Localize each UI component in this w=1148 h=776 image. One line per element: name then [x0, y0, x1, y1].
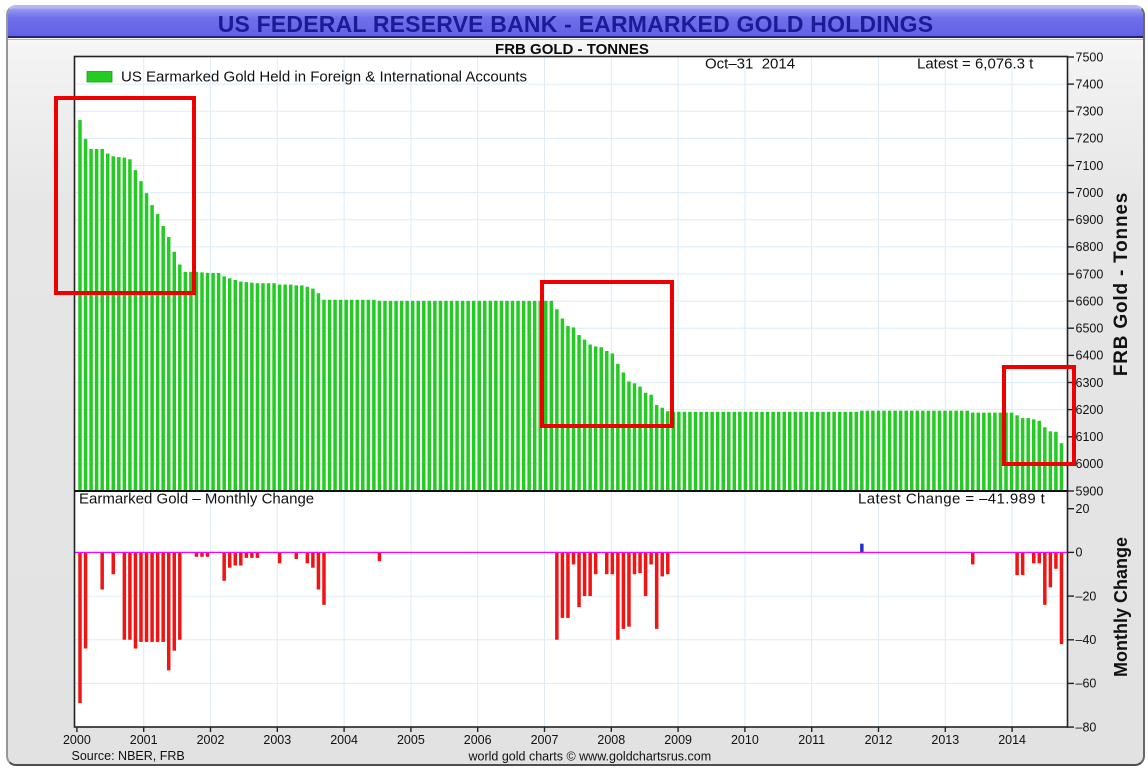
svg-text:7300: 7300 [1076, 105, 1104, 119]
svg-text:2000: 2000 [63, 733, 91, 747]
svg-text:6500: 6500 [1076, 322, 1104, 336]
svg-text:2010: 2010 [731, 733, 759, 747]
svg-text:2008: 2008 [597, 733, 625, 747]
svg-text:6700: 6700 [1076, 267, 1104, 281]
svg-text:2003: 2003 [263, 733, 291, 747]
svg-text:6200: 6200 [1076, 403, 1104, 417]
svg-text:2013: 2013 [931, 733, 959, 747]
svg-text:6300: 6300 [1076, 376, 1104, 390]
svg-text:2006: 2006 [464, 733, 492, 747]
svg-text:Monthly Change: Monthly Change [1111, 537, 1131, 677]
svg-text:6400: 6400 [1076, 349, 1104, 363]
svg-text:FRB Gold - Tonnes: FRB Gold - Tonnes [1111, 192, 1132, 376]
svg-text:6900: 6900 [1076, 213, 1104, 227]
svg-text:–60: –60 [1076, 677, 1097, 691]
svg-text:6600: 6600 [1076, 294, 1104, 308]
svg-text:6100: 6100 [1076, 430, 1104, 444]
svg-text:5900: 5900 [1076, 484, 1104, 498]
svg-text:–20: –20 [1076, 589, 1097, 603]
svg-text:Oct–31 2014: Oct–31 2014 [705, 56, 795, 73]
svg-text:2004: 2004 [330, 733, 358, 747]
svg-text:2002: 2002 [197, 733, 225, 747]
svg-text:7200: 7200 [1076, 132, 1104, 146]
svg-text:2014: 2014 [998, 733, 1026, 747]
svg-text:7400: 7400 [1076, 77, 1104, 91]
svg-text:Latest = 6,076.3 t: Latest = 6,076.3 t [917, 56, 1034, 73]
svg-text:US Earmarked Gold Held in Fore: US Earmarked Gold Held in Foreign & Inte… [121, 69, 527, 86]
svg-text:0: 0 [1076, 546, 1083, 560]
svg-text:2011: 2011 [798, 733, 825, 747]
svg-text:7100: 7100 [1076, 159, 1104, 173]
svg-text:2009: 2009 [664, 733, 692, 747]
svg-text:2012: 2012 [865, 733, 893, 747]
svg-text:Source: NBER, FRB: Source: NBER, FRB [72, 749, 185, 763]
svg-text:20: 20 [1076, 502, 1090, 516]
svg-text:world gold charts © www.goldch: world gold charts © www.goldchartsrus.co… [468, 750, 712, 764]
svg-text:7000: 7000 [1076, 186, 1104, 200]
svg-text:6800: 6800 [1076, 240, 1104, 254]
svg-text:2001: 2001 [130, 733, 158, 747]
svg-text:–40: –40 [1076, 633, 1097, 647]
svg-text:–80: –80 [1076, 720, 1097, 734]
svg-text:2007: 2007 [531, 733, 559, 747]
svg-text:2005: 2005 [397, 733, 425, 747]
svg-text:Earmarked Gold – Monthly Chang: Earmarked Gold – Monthly Change [79, 491, 314, 508]
svg-text:Latest Change = –41.989 t: Latest Change = –41.989 t [858, 491, 1046, 508]
svg-text:7500: 7500 [1076, 50, 1104, 64]
svg-text:6000: 6000 [1076, 457, 1104, 471]
